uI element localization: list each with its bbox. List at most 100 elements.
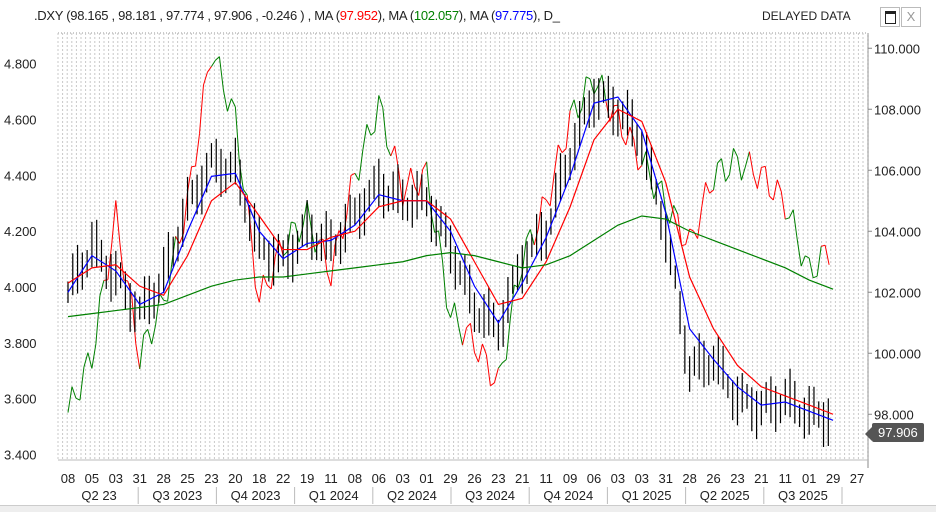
yield-line-segment xyxy=(797,240,801,267)
yield-line-segment xyxy=(726,175,730,182)
x-tick-label: 09 xyxy=(563,471,577,486)
yield-line-segment xyxy=(718,159,722,163)
right-axis-label: 110.000 xyxy=(874,41,920,56)
right-axis-label: 104.000 xyxy=(874,224,921,239)
quarter-label: Q4 2024 xyxy=(543,488,593,503)
quarter-label: Q3 2023 xyxy=(152,488,202,503)
quarter-label: Q4 2023 xyxy=(231,488,281,503)
quarter-label: Q1 2024 xyxy=(309,488,359,503)
left-axis-label: 4.600 xyxy=(4,113,37,128)
quarter-label: Q2 2024 xyxy=(387,488,437,503)
left-axis-label: 3.800 xyxy=(4,336,37,351)
x-tick-label: 18 xyxy=(252,471,266,486)
yield-line-segment xyxy=(817,246,821,276)
yield-line-segment xyxy=(490,383,494,386)
x-tick-label: 26 xyxy=(467,471,481,486)
right-axis-label: 106.000 xyxy=(874,163,921,178)
yield-line-segment xyxy=(737,157,741,181)
x-tick-label: 01 xyxy=(802,471,816,486)
yield-line-segment xyxy=(546,200,550,206)
x-tick-label: 06 xyxy=(587,471,601,486)
x-tick-label: 01 xyxy=(419,471,433,486)
yield-line-segment xyxy=(219,57,223,90)
left-axis-label: 4.000 xyxy=(4,280,37,295)
x-tick-label: 27 xyxy=(850,471,864,486)
x-tick-label: 22 xyxy=(276,471,290,486)
yield-line-segment xyxy=(638,165,642,170)
yield-line-segment xyxy=(757,167,761,188)
x-tick-label: 05 xyxy=(85,471,99,486)
yield-line-segment xyxy=(745,152,749,167)
yield-line-segment xyxy=(805,256,809,258)
yield-line-segment xyxy=(558,145,562,153)
yield-line-segment xyxy=(207,66,211,72)
right-axis-label: 100.000 xyxy=(874,346,921,361)
quarter-label: Q3 2025 xyxy=(778,488,828,503)
left-axis-label: 4.200 xyxy=(4,224,37,239)
x-tick-label: 28 xyxy=(156,471,170,486)
yield-line-segment xyxy=(658,181,662,185)
yield-line-segment xyxy=(140,334,144,368)
yield-line-segment xyxy=(72,387,76,399)
x-tick-label: 11 xyxy=(779,471,793,486)
quarter-label: Q2 23 xyxy=(81,488,116,503)
x-tick-label: 03 xyxy=(395,471,409,486)
x-tick-label: 31 xyxy=(132,471,146,486)
quarter-label: Q3 2024 xyxy=(465,488,515,503)
yield-line-segment xyxy=(80,367,84,400)
yield-line-segment xyxy=(76,398,80,400)
yield-line-segment xyxy=(227,99,231,112)
x-tick-label: 21 xyxy=(515,471,529,486)
yield-line-segment xyxy=(371,132,375,136)
right-axis-label: 102.000 xyxy=(874,285,921,300)
yield-line-segment xyxy=(112,200,116,242)
last-price-tag: 97.906 xyxy=(872,423,924,442)
yield-line-segment xyxy=(769,196,773,200)
yield-line-segment xyxy=(550,174,554,206)
yield-line-segment xyxy=(96,296,100,344)
x-tick-label: 26 xyxy=(706,471,720,486)
yield-line-segment xyxy=(566,110,570,148)
right-axis-label: 108.000 xyxy=(874,102,921,117)
yield-line-segment xyxy=(200,85,204,134)
x-tick-label: 25 xyxy=(180,471,194,486)
yield-line-segment xyxy=(459,326,463,345)
x-tick-label: 11 xyxy=(324,471,338,486)
x-tick-label: 08 xyxy=(61,471,75,486)
x-tick-label: 23 xyxy=(730,471,744,486)
yield-line-segment xyxy=(100,280,104,296)
yield-line-segment xyxy=(793,210,797,240)
x-tick-label: 20 xyxy=(228,471,242,486)
yield-line-segment xyxy=(231,99,235,107)
yield-line-segment xyxy=(367,124,371,135)
left-axis-label: 4.400 xyxy=(4,168,37,183)
yield-line-segment xyxy=(359,150,363,181)
yield-line-segment xyxy=(706,182,710,193)
x-tick-label: 03 xyxy=(635,471,649,486)
x-tick-label: 19 xyxy=(300,471,314,486)
yield-line-segment xyxy=(486,355,490,386)
x-tick-label: 21 xyxy=(754,471,768,486)
left-axis-label: 3.600 xyxy=(4,392,37,407)
x-tick-label: 23 xyxy=(491,471,505,486)
yield-line-segment xyxy=(259,275,263,302)
x-tick-label: 28 xyxy=(682,471,696,486)
left-axis-label: 3.400 xyxy=(4,447,37,462)
yield-line-segment xyxy=(498,363,502,368)
x-tick-label: 23 xyxy=(204,471,218,486)
yield-line-segment xyxy=(192,166,196,167)
x-tick-label: 31 xyxy=(658,471,672,486)
yield-line-segment xyxy=(478,344,482,362)
yield-line-segment xyxy=(443,262,447,308)
yield-line-segment xyxy=(68,387,72,413)
x-tick-label: 29 xyxy=(826,471,840,486)
x-tick-label: 03 xyxy=(109,471,123,486)
yield-line-segment xyxy=(379,95,383,107)
yield-line-segment xyxy=(351,173,355,175)
yield-line-segment xyxy=(749,152,753,175)
right-axis-label: 98.000 xyxy=(874,407,914,422)
quarter-label: Q2 2025 xyxy=(700,488,750,503)
yield-line-segment xyxy=(223,90,227,111)
left-axis-label: 4.800 xyxy=(4,57,37,72)
